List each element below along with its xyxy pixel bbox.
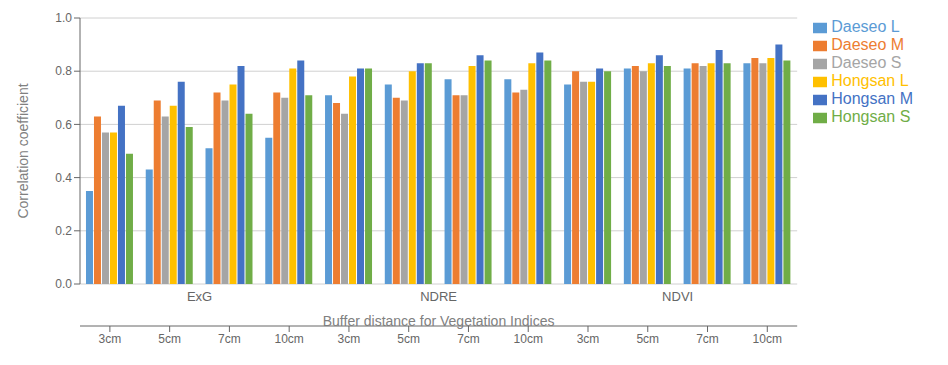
svg-text:NDVI: NDVI [662, 289, 693, 304]
html-text:Daeseo L: Daeseo L [831, 18, 900, 35]
svg-text:7cm: 7cm [696, 332, 719, 346]
svg-text:10cm: 10cm [514, 332, 543, 346]
svg-text:10cm: 10cm [275, 332, 304, 346]
svg-text:NDRE: NDRE [420, 289, 457, 304]
svg-text:Buffer distance for Vegetation: Buffer distance for Vegetation Indices [323, 313, 555, 329]
svg-text:ExG: ExG [187, 289, 212, 304]
html-text:Hongsan S: Hongsan S [831, 108, 911, 125]
svg-text:0.0: 0.0 [55, 277, 72, 291]
svg-text:5cm: 5cm [158, 332, 181, 346]
svg-text:7cm: 7cm [457, 332, 480, 346]
svg-text:0.2: 0.2 [55, 224, 72, 238]
svg-text:0.4: 0.4 [55, 171, 72, 185]
svg-text:0.6: 0.6 [55, 118, 72, 132]
html-text:Hongsan M: Hongsan M [831, 90, 913, 107]
svg-text:5cm: 5cm [397, 332, 420, 346]
svg-text:3cm: 3cm [577, 332, 600, 346]
svg-text:3cm: 3cm [99, 332, 122, 346]
html-text:Daeseo S: Daeseo S [831, 54, 902, 71]
svg-text:7cm: 7cm [218, 332, 241, 346]
html-text:Hongsan L: Hongsan L [831, 72, 909, 89]
svg-text:0.8: 0.8 [55, 64, 72, 78]
svg-text:10cm: 10cm [753, 332, 782, 346]
svg-text:1.0: 1.0 [55, 11, 72, 25]
svg-text:5cm: 5cm [636, 332, 659, 346]
svg-text:3cm: 3cm [338, 332, 361, 346]
svg-text:Correlation coefficient: Correlation coefficient [15, 83, 31, 218]
html-text:Daeseo M: Daeseo M [831, 36, 905, 53]
